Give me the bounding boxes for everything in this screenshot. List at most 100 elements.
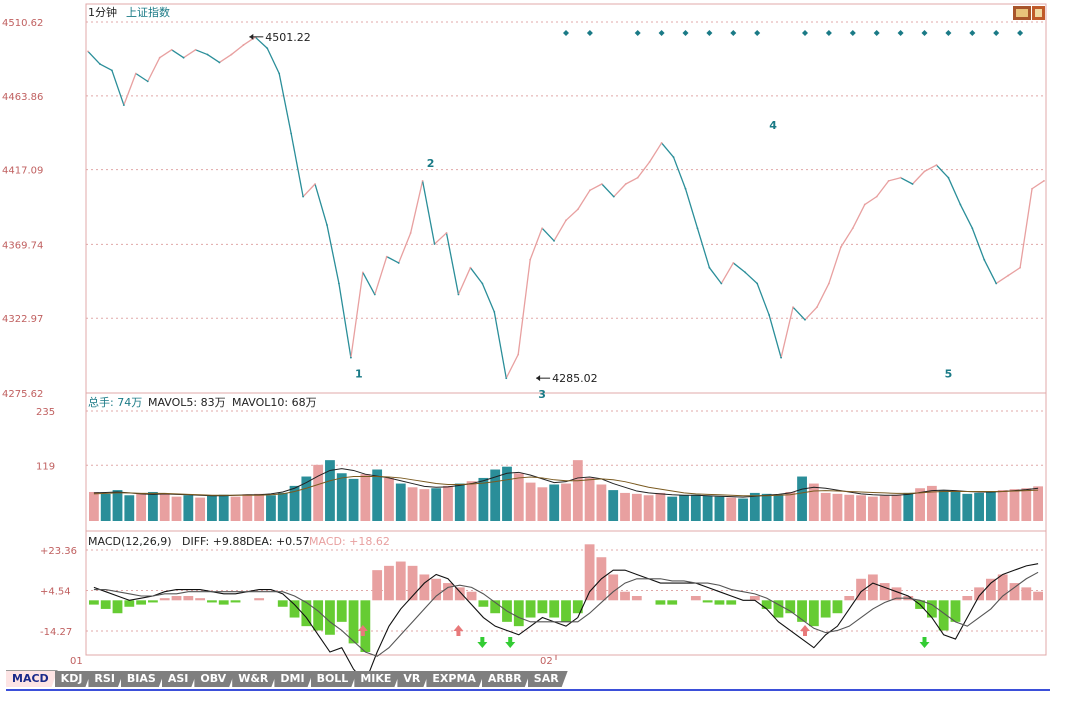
volume-bar [844, 494, 855, 521]
price-point [732, 262, 735, 264]
volume-total: 总手: 74万 [88, 395, 142, 409]
signal-marker [682, 30, 689, 36]
volume-bar [690, 494, 701, 521]
mavol10-label: MAVOL10: 68万 [232, 396, 317, 409]
macd-bar [148, 600, 158, 603]
macd-bar [714, 600, 725, 605]
tab-dmi[interactable]: DMI [274, 671, 313, 687]
signal-marker [1017, 30, 1024, 36]
macd-bar [183, 596, 194, 601]
macd-bar [195, 598, 206, 601]
price-point [194, 48, 197, 51]
settings-icon[interactable] [1013, 5, 1045, 20]
wave-label: 5 [945, 368, 953, 381]
price-segment [924, 164, 937, 172]
price-segment [529, 227, 543, 261]
price-segment [434, 232, 447, 245]
tab-arbr[interactable]: ARBR [482, 671, 531, 687]
price-point [636, 176, 639, 179]
tab-vr[interactable]: VR [397, 671, 429, 687]
macd-bar [443, 583, 453, 601]
macd-bar [820, 600, 831, 618]
macd-bar [348, 600, 359, 644]
price-annotation-head [249, 33, 254, 40]
volume-bar [159, 493, 170, 521]
price-point [290, 132, 293, 135]
price-segment [756, 283, 770, 316]
price-segment [947, 177, 961, 205]
macd-bar [454, 587, 465, 601]
volume-tick-label: 119 [36, 461, 55, 472]
price-segment [386, 256, 400, 264]
macd-panel-border [85, 530, 1047, 656]
price-point [361, 271, 364, 274]
price-point [182, 56, 185, 59]
macd-params: MACD(12,26,9) [88, 535, 172, 548]
volume-bar [431, 488, 442, 521]
price-point [983, 258, 986, 261]
index-name: 上证指数 [126, 5, 170, 19]
price-segment [649, 142, 663, 163]
tab-kdj[interactable]: KDJ [55, 671, 92, 687]
volume-bar [631, 493, 642, 521]
price-segment [445, 232, 460, 295]
price-segment [637, 161, 651, 179]
volume-bar [395, 483, 406, 521]
price-segment [326, 224, 340, 284]
price-segment [171, 49, 184, 59]
price-segment [876, 180, 890, 198]
price-point [350, 356, 352, 359]
tab-obv[interactable]: OBV [194, 671, 235, 687]
macd-bar [384, 565, 394, 601]
price-point [1007, 274, 1010, 277]
price-point [565, 219, 567, 222]
macd-bar [100, 600, 111, 609]
macd-bar [549, 600, 560, 618]
price-point [923, 170, 926, 173]
macd-bar [856, 578, 866, 601]
price-point [935, 164, 938, 166]
volume-bar [773, 494, 784, 521]
tab-bias[interactable]: BIAS [121, 671, 165, 687]
macd-bar [797, 600, 807, 622]
price-segment [684, 188, 699, 229]
tab-expma[interactable]: EXPMA [426, 671, 485, 687]
price-segment [242, 36, 256, 46]
price-tick-label: 4369.74 [2, 240, 43, 251]
tab-w-r[interactable]: W&R [232, 671, 277, 687]
price-segment [147, 57, 161, 82]
price-segment [159, 49, 173, 59]
price-segment [266, 47, 280, 74]
macd-tick-label: +4.54 [40, 587, 71, 598]
signal-marker [563, 30, 569, 36]
price-segment [553, 219, 567, 242]
volume-bar [502, 466, 512, 521]
macd-bar [891, 587, 902, 601]
price-point [720, 282, 723, 285]
price-segment [469, 267, 483, 284]
price-point [756, 282, 759, 285]
tab-sar[interactable]: SAR [528, 671, 568, 687]
price-point [505, 377, 508, 380]
macd-bar [926, 600, 937, 618]
price-segment [481, 283, 495, 313]
volume-bar [974, 492, 984, 521]
tab-boll[interactable]: BOLL [311, 671, 358, 687]
mavol10-line [93, 476, 1039, 497]
price-point [302, 195, 304, 198]
price-point [577, 208, 579, 211]
price-segment [816, 283, 830, 308]
price-point [457, 293, 460, 296]
tab-asi[interactable]: ASI [162, 671, 198, 687]
price-segment [971, 227, 985, 261]
volume-bar [490, 469, 501, 521]
price-annotation-label: 4501.22 [265, 31, 311, 44]
volume-bar [832, 493, 843, 521]
price-segment [398, 232, 412, 264]
tab-macd[interactable]: MACD [6, 670, 58, 687]
x-label-01: 01 [70, 656, 83, 667]
tab-mike[interactable]: MIKE [354, 671, 400, 687]
tab-rsi[interactable]: RSI [88, 671, 124, 687]
signal-marker [993, 30, 1000, 36]
